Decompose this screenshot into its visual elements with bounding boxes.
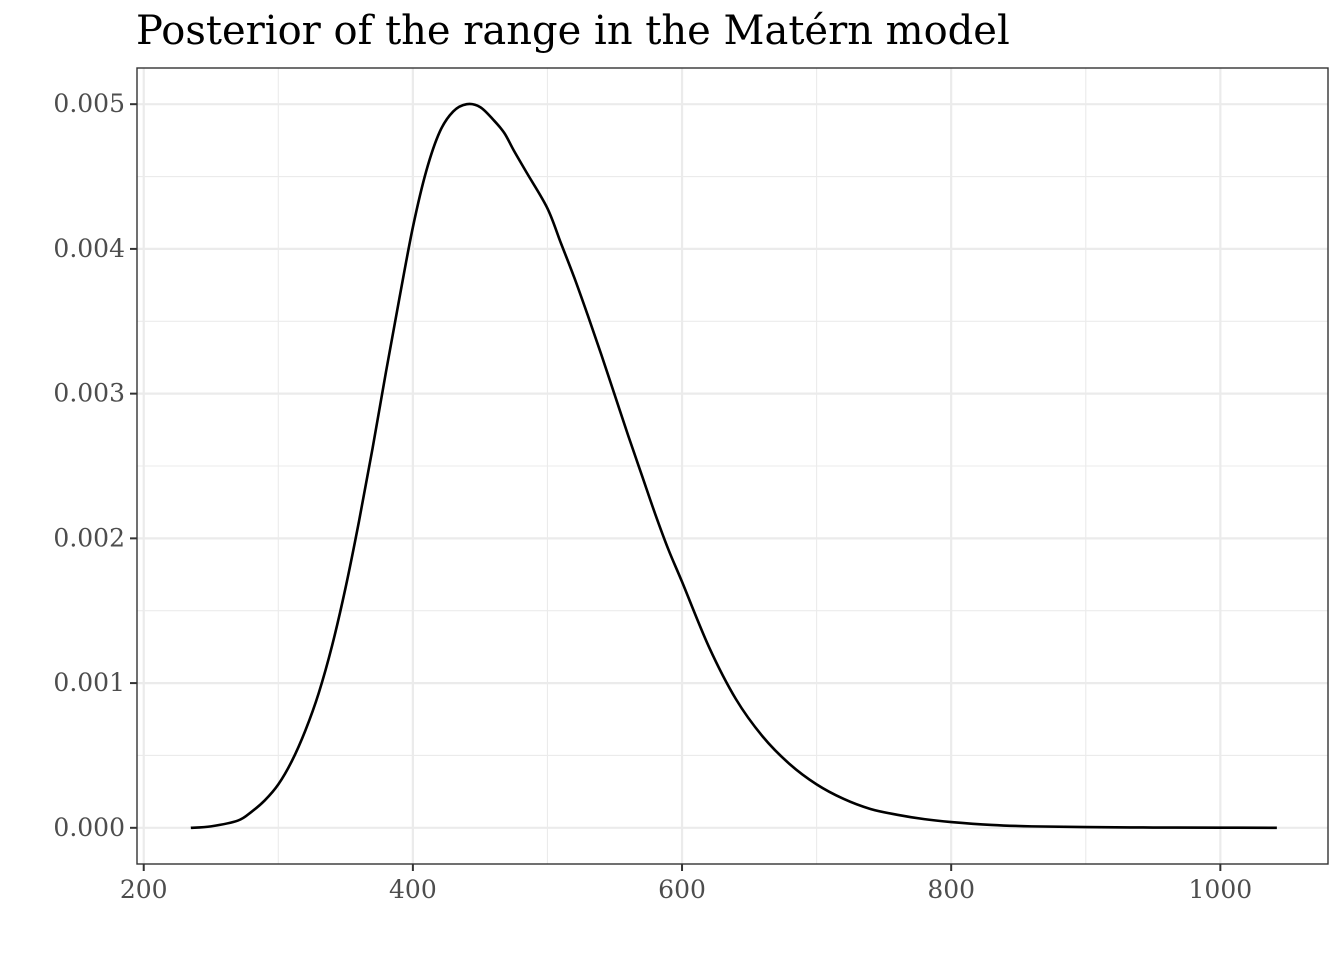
y-tick-label: 0.001: [53, 668, 125, 697]
x-tick-label: 400: [389, 875, 437, 904]
plot-area: [190, 102, 1277, 830]
y-tick-label: 0.002: [53, 523, 125, 552]
x-tick-label: 800: [927, 875, 975, 904]
y-tick-label: 0.005: [53, 89, 125, 118]
chart-title: Posterior of the range in the Matérn mod…: [136, 8, 1010, 54]
y-tick-label: 0.004: [53, 234, 125, 263]
grid-lines: [137, 68, 1328, 864]
x-tick-label: 200: [120, 875, 168, 904]
y-tick-label: 0.003: [53, 379, 125, 408]
x-tick-label: 1000: [1189, 875, 1253, 904]
x-tick-label: 600: [658, 875, 706, 904]
axes: 200 400 600 800 1000 0.000 0.001 0.002 0.003 0.00…: [53, 89, 1252, 904]
density-curve-0: [190, 102, 1277, 830]
panel-border: [136, 67, 1329, 865]
y-tick-label: 0.000: [53, 813, 125, 842]
